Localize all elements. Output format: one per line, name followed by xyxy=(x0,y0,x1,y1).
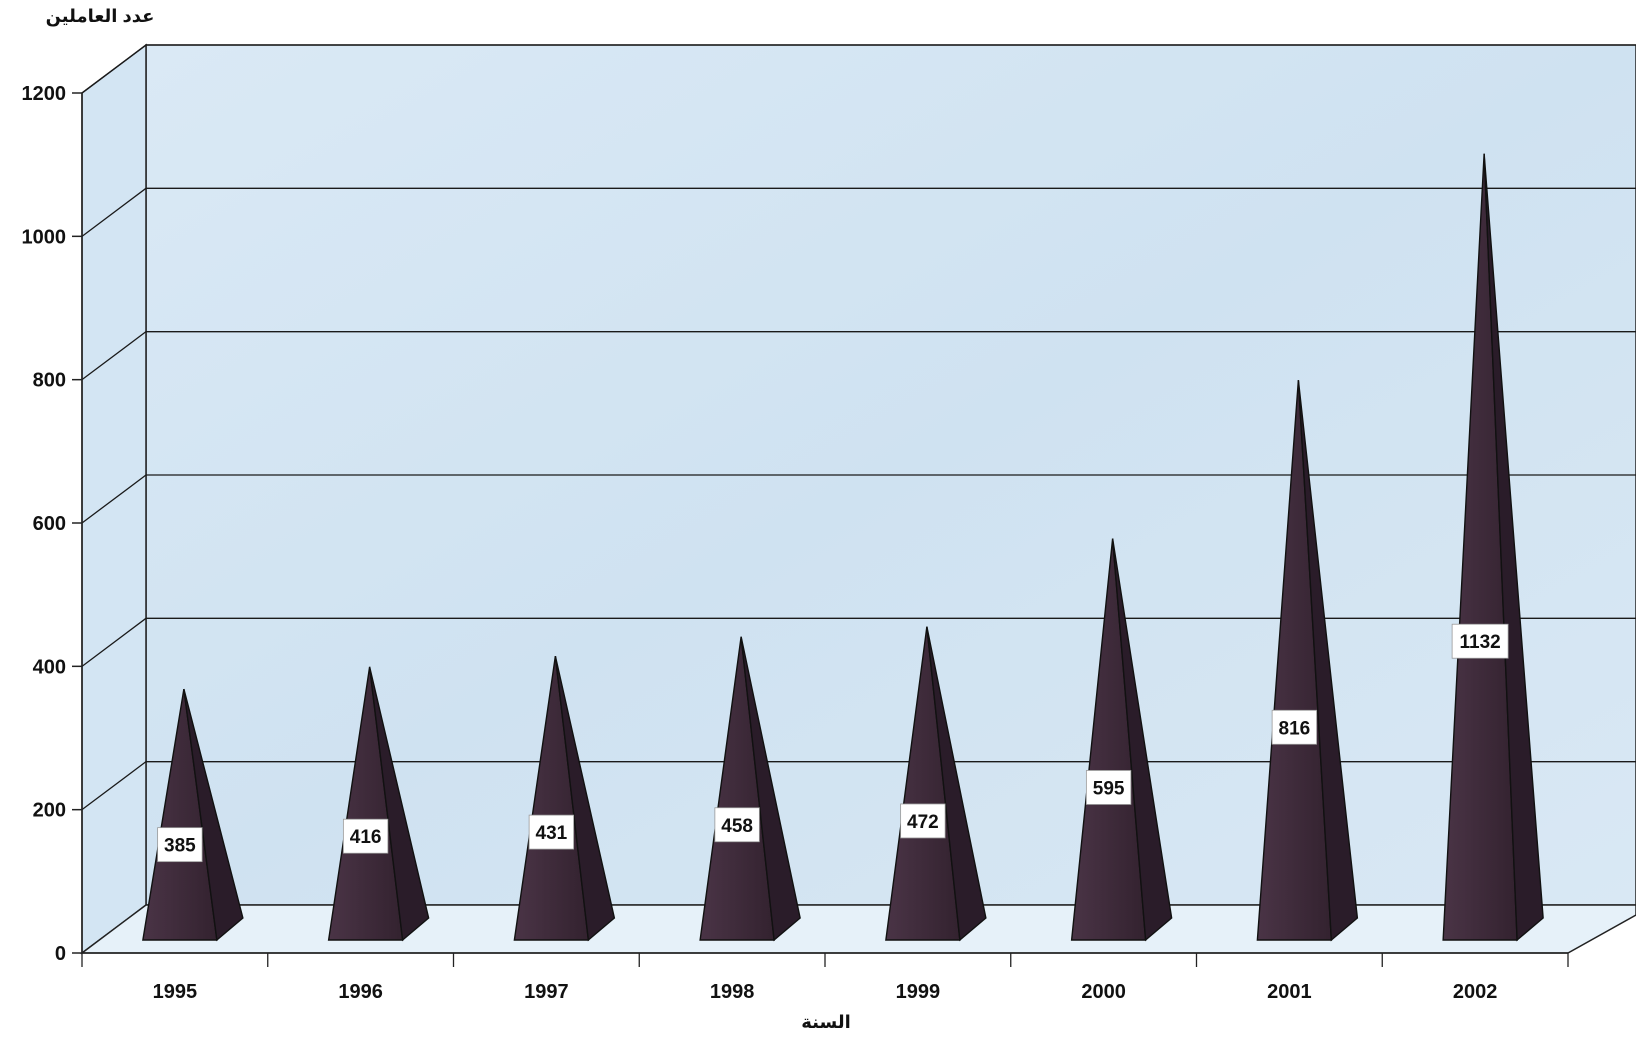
x-tick-label: 1995 xyxy=(153,981,198,1003)
data-label: 416 xyxy=(350,827,382,848)
x-tick-label: 1998 xyxy=(710,981,755,1003)
x-tick-label: 2002 xyxy=(1453,981,1498,1003)
pyramid-bar xyxy=(327,666,430,942)
gridline xyxy=(81,617,1636,667)
y-tick-label: 200 xyxy=(33,800,66,822)
data-label: 1132 xyxy=(1460,632,1501,653)
data-label-box xyxy=(1271,709,1318,745)
pyramid-side-face xyxy=(1111,538,1173,942)
pyramid-side-face xyxy=(740,636,801,942)
data-label-box xyxy=(900,803,946,839)
x-tick-label: 2000 xyxy=(1081,981,1126,1003)
data-label: 458 xyxy=(721,816,753,837)
data-label-box xyxy=(1451,623,1509,659)
data-label-box xyxy=(1085,770,1132,805)
y-tick-label: 1000 xyxy=(22,226,67,248)
pyramid-bar xyxy=(513,655,616,942)
pyramid-side-face xyxy=(554,655,616,942)
pyramid-bar xyxy=(699,636,801,942)
x-tick-label: 1997 xyxy=(524,981,569,1003)
data-label-box xyxy=(714,807,760,843)
x-tick-label: 1999 xyxy=(896,981,941,1003)
gridline xyxy=(81,474,1636,524)
pyramid-bar xyxy=(1256,380,1359,942)
data-label-box xyxy=(528,814,575,850)
x-tick-label: 2001 xyxy=(1267,981,1312,1003)
y-tick-label: 800 xyxy=(33,370,66,392)
pyramid-side-face xyxy=(368,666,430,942)
pyramid-bar xyxy=(885,626,987,942)
floor xyxy=(79,904,1636,954)
pyramid-side-face xyxy=(926,626,987,942)
data-label: 472 xyxy=(907,812,939,833)
pyramid-bar xyxy=(1070,538,1173,942)
data-label-box xyxy=(342,818,389,854)
pyramid-bar xyxy=(1442,153,1544,942)
y-tick-label: 1200 xyxy=(22,83,67,105)
pyramid-side-face xyxy=(1297,380,1359,942)
data-label: 431 xyxy=(536,823,568,844)
gridline xyxy=(81,44,1636,94)
data-label: 595 xyxy=(1093,778,1125,799)
gridline xyxy=(81,187,1636,237)
pyramid-bar xyxy=(142,688,244,942)
pyramid-side-face xyxy=(183,688,244,942)
y-tick-label: 400 xyxy=(33,656,66,678)
x-tick-label: 1996 xyxy=(338,981,383,1003)
gridline xyxy=(81,331,1636,381)
data-label-box xyxy=(157,827,203,863)
x-axis-title: السنة xyxy=(801,1012,851,1032)
y-tick-label: 600 xyxy=(33,513,66,535)
y-tick-label: 0 xyxy=(55,943,66,965)
y-axis-title: عدد العاملين xyxy=(46,6,155,27)
data-label: 385 xyxy=(164,836,196,857)
data-label: 816 xyxy=(1279,718,1311,739)
pyramid-side-face xyxy=(1483,153,1544,942)
